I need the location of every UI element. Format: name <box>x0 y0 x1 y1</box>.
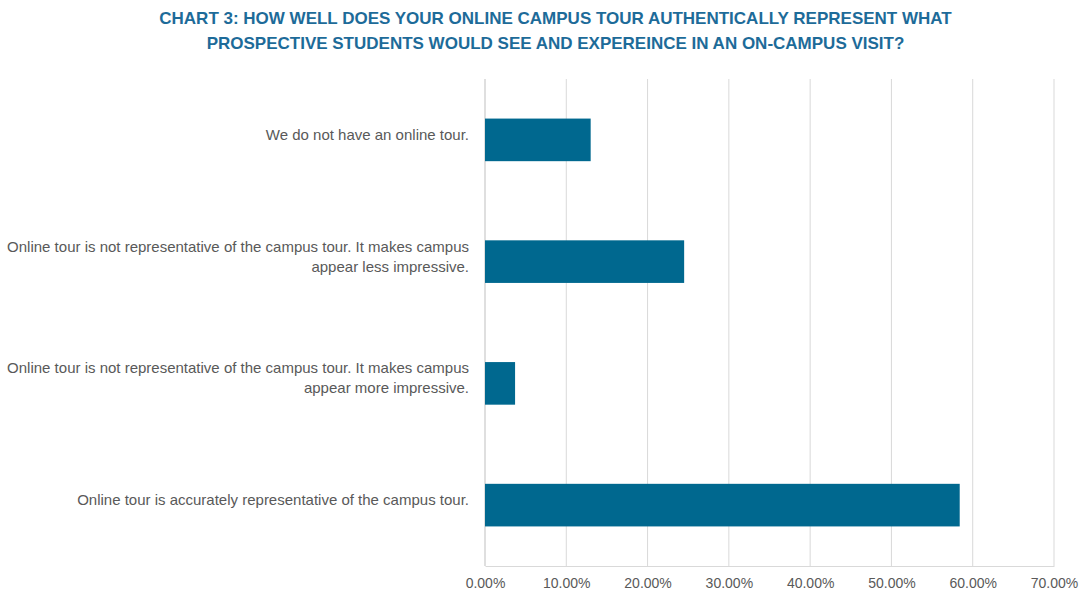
text-line: Online tour is not representative of the… <box>7 359 469 376</box>
bar <box>485 362 515 405</box>
tick-label: 30.00% <box>706 575 753 591</box>
tick-label: Online tour is accurately representative… <box>77 491 469 508</box>
tick-label: 70.00% <box>1031 575 1078 591</box>
x-axis: 0.00% 10.00% 20.00% 30.00% 40.00% 50.00% 60.00… <box>466 566 1079 591</box>
tick: Online tour is not representative of the… <box>7 238 469 275</box>
grid-line <box>972 79 973 566</box>
tick: 20.00% <box>624 566 671 591</box>
tick-label: We do not have an online tour. <box>266 126 469 143</box>
plot-area: 0.00% 10.00% 20.00% 30.00% 40.00% 50.00% 60.00… <box>7 79 1078 591</box>
text-line: Online tour is not representative of the… <box>7 238 469 255</box>
tick: Online tour is accurately representative… <box>77 491 469 508</box>
chart: CHART 3: HOW WELL DOES YOUR ONLINE CAMPU… <box>0 0 1087 600</box>
tick: 30.00% <box>706 566 753 591</box>
text-line: CHART 3: HOW WELL DOES YOUR ONLINE CAMPU… <box>159 9 952 28</box>
tick-label: 20.00% <box>624 575 671 591</box>
text-line: We do not have an online tour. <box>266 126 469 143</box>
text-line: appear more impressive. <box>304 379 469 396</box>
tick: Online tour is not representative of the… <box>7 359 469 396</box>
tick: 10.00% <box>543 566 590 591</box>
tick-label: 40.00% <box>787 575 834 591</box>
bar <box>485 484 960 527</box>
tick-label: 10.00% <box>543 575 590 591</box>
y-axis: We do not have an online tour. Online tou… <box>7 126 469 508</box>
tick-label: 50.00% <box>868 575 915 591</box>
text-line: appear less impressive. <box>311 258 469 275</box>
text-line: PROSPECTIVE STUDENTS WOULD SEE AND EXPER… <box>207 34 905 53</box>
text-line: Online tour is accurately representative… <box>77 491 469 508</box>
tick-label: 0.00% <box>466 575 506 591</box>
axis-line <box>486 566 1055 567</box>
tick: 50.00% <box>868 566 915 591</box>
grid <box>485 79 1054 566</box>
bar <box>485 240 684 283</box>
tick-label: 60.00% <box>949 575 996 591</box>
tick: 40.00% <box>787 566 834 591</box>
tick-label: Online tour is not representative of the… <box>7 238 469 275</box>
grid-line <box>1054 79 1055 566</box>
bars <box>485 119 960 527</box>
chart-title: CHART 3: HOW WELL DOES YOUR ONLINE CAMPU… <box>159 9 952 53</box>
tick-label: Online tour is not representative of the… <box>7 359 469 396</box>
tick: 70.00% <box>1031 566 1078 591</box>
tick: 0.00% <box>466 566 506 591</box>
tick: We do not have an online tour. <box>266 126 469 143</box>
tick: 60.00% <box>949 566 996 591</box>
bar <box>485 119 591 162</box>
